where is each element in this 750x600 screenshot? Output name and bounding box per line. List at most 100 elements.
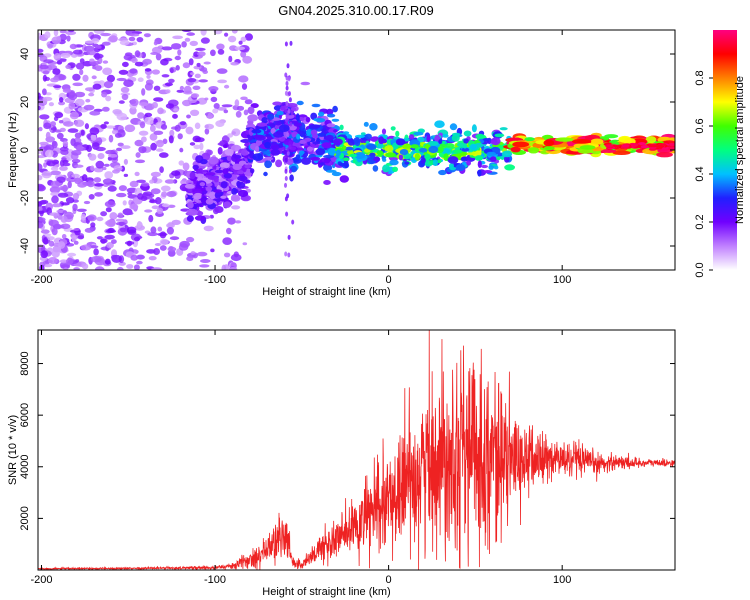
heatmap-cell — [224, 32, 229, 37]
heatmap-cell — [45, 92, 52, 96]
heatmap-cell — [179, 85, 184, 91]
heatmap-cell — [69, 43, 78, 50]
heatmap-cell — [157, 226, 163, 232]
heatmap-cell — [226, 155, 233, 162]
heatmap-cell — [261, 117, 268, 124]
heatmap-cell — [590, 138, 604, 145]
heatmap-cell — [205, 198, 214, 205]
heatmap-cell — [207, 176, 218, 180]
heatmap-cell — [95, 160, 105, 169]
heatmap-cell — [151, 267, 162, 270]
heatmap-cell — [203, 225, 214, 232]
heatmap-cell — [186, 256, 194, 262]
heatmap-cell — [395, 138, 406, 146]
heatmap-cell — [105, 219, 116, 228]
heatmap-cell — [213, 189, 223, 193]
heatmap-cell — [292, 156, 302, 164]
heatmap-cell — [221, 264, 227, 270]
heatmap-cell — [385, 152, 396, 158]
heatmap-cell — [432, 159, 438, 167]
heatmap-cell — [110, 254, 118, 260]
heatmap-cell — [103, 163, 110, 167]
y-tick-label: 20 — [19, 96, 31, 108]
heatmap-cell — [185, 126, 194, 135]
heatmap-cell — [84, 40, 95, 44]
heatmap-cell — [43, 122, 52, 130]
heatmap-cell — [242, 55, 253, 64]
heatmap-cell — [196, 62, 201, 67]
heatmap-cell — [46, 160, 57, 167]
heatmap-cell — [121, 93, 129, 101]
heatmap-cell — [129, 180, 139, 188]
heatmap-cell — [120, 145, 131, 150]
heatmap-cell — [193, 144, 201, 150]
heatmap-cell — [38, 175, 43, 181]
heatmap-cell — [103, 81, 114, 89]
heatmap-cell — [105, 229, 117, 233]
heatmap-cell — [71, 150, 82, 156]
heatmap-cell — [153, 40, 158, 46]
x-tick-label: 100 — [553, 274, 571, 286]
heatmap-cell — [222, 168, 229, 175]
heatmap-cell — [126, 240, 132, 247]
heatmap-cell — [272, 101, 282, 106]
heatmap-cell — [200, 259, 211, 263]
heatmap-cell — [275, 159, 283, 168]
heatmap-cell — [73, 228, 80, 231]
heatmap-cell — [527, 147, 540, 154]
heatmap-cell — [60, 215, 68, 223]
y-tick-label: -40 — [19, 238, 31, 254]
y-tick-label: 0 — [19, 147, 31, 153]
heatmap-cell — [90, 165, 95, 171]
heatmap-cell — [190, 109, 200, 117]
heatmap-cell — [58, 74, 67, 81]
heatmap-cell — [434, 120, 445, 128]
heatmap-cell — [47, 43, 53, 49]
heatmap-cell — [111, 129, 119, 135]
heatmap-cell — [604, 134, 619, 139]
heatmap-cell — [105, 207, 112, 213]
y-tick-label: 8000 — [19, 351, 31, 375]
heatmap-cell — [72, 203, 78, 212]
heatmap-cell — [134, 61, 144, 67]
heatmap-cell — [194, 215, 206, 221]
heatmap-cell — [160, 185, 171, 192]
heatmap-cell — [231, 205, 241, 210]
heatmap-cell — [201, 152, 211, 161]
heatmap-cell — [284, 72, 288, 78]
heatmap-cell — [408, 134, 415, 140]
heatmap-cell — [75, 62, 85, 70]
heatmap-cell — [434, 134, 441, 143]
heatmap-cell — [116, 192, 127, 198]
heatmap-cell — [342, 157, 350, 162]
heatmap-cell — [109, 212, 118, 220]
heatmap-cell — [177, 49, 182, 56]
heatmap-cell — [160, 58, 169, 66]
heatmap-cell — [449, 123, 458, 131]
heatmap-cell — [151, 205, 160, 210]
heatmap-cell — [95, 146, 106, 152]
heatmap-cell — [477, 169, 482, 177]
heatmap-cell — [321, 142, 332, 149]
heatmap-cell — [231, 30, 238, 34]
heatmap-cell — [194, 192, 202, 197]
heatmap-cell — [74, 132, 82, 139]
heatmap-cell — [443, 153, 449, 162]
heatmap-cell — [287, 108, 291, 114]
y-tick-label: -20 — [19, 190, 31, 206]
heatmap-cell — [126, 264, 134, 269]
snr-series-line — [38, 330, 675, 570]
heatmap-cell — [296, 100, 304, 106]
heatmap-cell — [252, 153, 264, 162]
heatmap-cell — [100, 211, 107, 217]
heatmap-cell — [238, 40, 243, 45]
heatmap-cell — [288, 91, 291, 97]
heatmap-cell — [126, 226, 137, 234]
heatmap-cell — [216, 43, 225, 50]
heatmap-cell — [136, 254, 145, 260]
heatmap-cell — [137, 193, 144, 200]
heatmap-cell — [146, 74, 151, 79]
heatmap-cell — [77, 235, 85, 240]
heatmap-cell — [49, 212, 60, 216]
